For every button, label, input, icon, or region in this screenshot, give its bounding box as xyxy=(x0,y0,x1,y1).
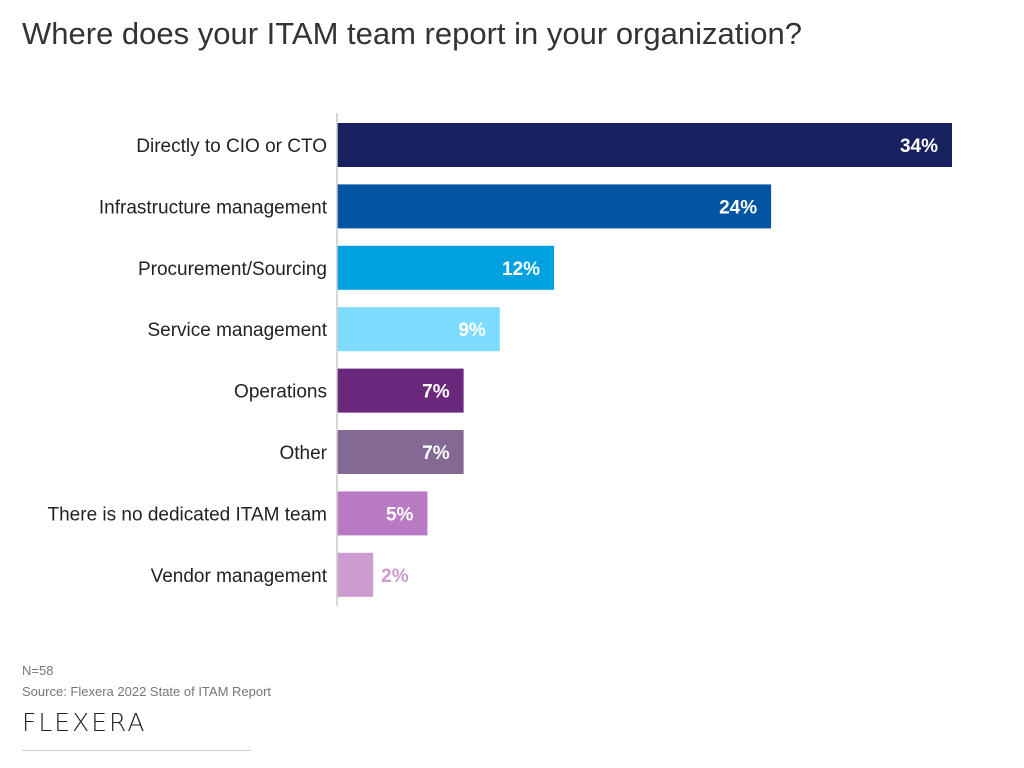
category-label: Vendor management xyxy=(151,566,328,587)
value-label: 24% xyxy=(719,197,757,218)
category-label: There is no dedicated ITAM team xyxy=(48,504,328,525)
category-label: Service management xyxy=(147,320,327,341)
value-label: 9% xyxy=(458,320,486,341)
category-label: Infrastructure management xyxy=(99,197,328,218)
source-note: Source: Flexera 2022 State of ITAM Repor… xyxy=(22,684,272,699)
bar xyxy=(337,552,374,597)
bar xyxy=(337,245,555,290)
bar xyxy=(337,368,464,413)
category-label: Procurement/Sourcing xyxy=(138,259,327,280)
value-label: 7% xyxy=(422,382,450,403)
value-label: 34% xyxy=(900,136,938,157)
chart-title: Where does your ITAM team report in your… xyxy=(22,16,802,51)
category-label: Directly to CIO or CTO xyxy=(136,136,327,157)
bar xyxy=(337,184,772,229)
footer-divider xyxy=(22,750,251,751)
value-label: 2% xyxy=(381,566,409,587)
bar xyxy=(337,491,428,536)
category-label: Other xyxy=(279,443,327,464)
bar xyxy=(337,430,464,474)
bar xyxy=(337,123,952,167)
bar xyxy=(337,307,500,352)
value-label: 12% xyxy=(502,259,540,280)
value-label: 5% xyxy=(386,504,414,525)
category-label: Operations xyxy=(234,382,327,403)
sample-size-note: N=58 xyxy=(22,663,54,678)
value-label: 7% xyxy=(422,443,450,464)
flexera-logo: FLEXERA xyxy=(22,708,147,737)
